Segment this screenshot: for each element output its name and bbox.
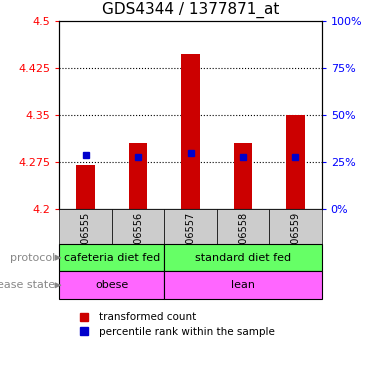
Bar (112, 209, 164, 244)
Bar (59, 209, 112, 244)
Title: GDS4344 / 1377871_at: GDS4344 / 1377871_at (102, 2, 279, 18)
Text: GSM906558: GSM906558 (238, 212, 248, 271)
Text: standard diet fed: standard diet fed (195, 253, 291, 263)
Bar (164, 271, 322, 299)
Bar (269, 209, 322, 244)
Bar (182, 55, 200, 209)
Bar (59, 244, 164, 271)
Bar (217, 209, 269, 244)
Text: GSM906557: GSM906557 (185, 212, 196, 271)
Text: protocol: protocol (10, 253, 56, 263)
Bar (234, 143, 252, 209)
Text: GSM906555: GSM906555 (80, 212, 91, 271)
Bar (77, 166, 95, 209)
Bar (286, 115, 304, 209)
Bar (59, 271, 164, 299)
Text: GSM906556: GSM906556 (133, 212, 143, 271)
Legend: transformed count, percentile rank within the sample: transformed count, percentile rank withi… (69, 308, 279, 341)
Bar (164, 244, 322, 271)
Text: cafeteria diet fed: cafeteria diet fed (64, 253, 160, 263)
Text: lean: lean (231, 280, 255, 290)
Text: obese: obese (95, 280, 128, 290)
Text: GSM906559: GSM906559 (290, 212, 301, 271)
Text: disease state: disease state (0, 280, 56, 290)
Bar (129, 143, 147, 209)
Bar (164, 209, 217, 244)
